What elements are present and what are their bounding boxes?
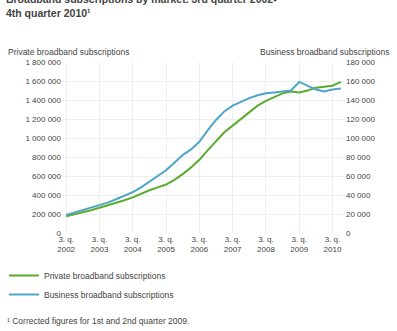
svg-text:1 800 000: 1 800 000 [25, 58, 61, 67]
svg-text:140 000: 140 000 [346, 96, 375, 105]
svg-text:3. q.2008: 3. q.2008 [257, 235, 275, 254]
svg-text:100 000: 100 000 [346, 134, 375, 143]
svg-text:120 000: 120 000 [346, 115, 375, 124]
svg-text:3. q.2002: 3. q.2002 [57, 235, 75, 254]
svg-text:Private broadband subscription: Private broadband subscriptions [44, 271, 165, 281]
svg-text:3. q.2007: 3. q.2007 [224, 235, 242, 254]
svg-text:Private broadband subscription: Private broadband subscriptions [8, 47, 129, 57]
svg-text:600 000: 600 000 [32, 172, 61, 181]
svg-text:Business broadband subscriptio: Business broadband subscriptions [44, 290, 173, 300]
svg-text:1 600 000: 1 600 000 [25, 77, 61, 86]
svg-text:3. q.2004: 3. q.2004 [124, 235, 142, 254]
svg-text:200 000: 200 000 [32, 210, 61, 219]
svg-text:40 000: 40 000 [346, 191, 371, 200]
svg-text:0: 0 [57, 229, 62, 238]
svg-text:20 000: 20 000 [346, 210, 371, 219]
svg-text:60 000: 60 000 [346, 172, 371, 181]
svg-text:¹ Corrected figures for 1st an: ¹ Corrected figures for 1st and 2nd quar… [7, 316, 189, 326]
svg-text:160 000: 160 000 [346, 77, 375, 86]
svg-text:3. q.2005: 3. q.2005 [157, 235, 175, 254]
svg-text:1 200 000: 1 200 000 [25, 115, 61, 124]
svg-text:400 000: 400 000 [32, 191, 61, 200]
svg-text:3. q.2010: 3. q.2010 [324, 235, 342, 254]
svg-text:3. q.2006: 3. q.2006 [190, 235, 208, 254]
svg-text:Broadband subscriptions by mar: Broadband subscriptions by market. 3rd q… [6, 0, 277, 19]
svg-text:1 000 000: 1 000 000 [25, 134, 61, 143]
svg-text:3. q.2009: 3. q.2009 [290, 235, 308, 254]
svg-text:0: 0 [346, 229, 351, 238]
svg-text:80 000: 80 000 [346, 153, 371, 162]
svg-text:1 400 000: 1 400 000 [25, 96, 61, 105]
svg-text:3. q.2003: 3. q.2003 [91, 235, 109, 254]
svg-text:800 000: 800 000 [32, 153, 61, 162]
svg-text:180 000: 180 000 [346, 58, 375, 67]
svg-text:Business broadband subscriptio: Business broadband subscriptions [260, 47, 389, 57]
